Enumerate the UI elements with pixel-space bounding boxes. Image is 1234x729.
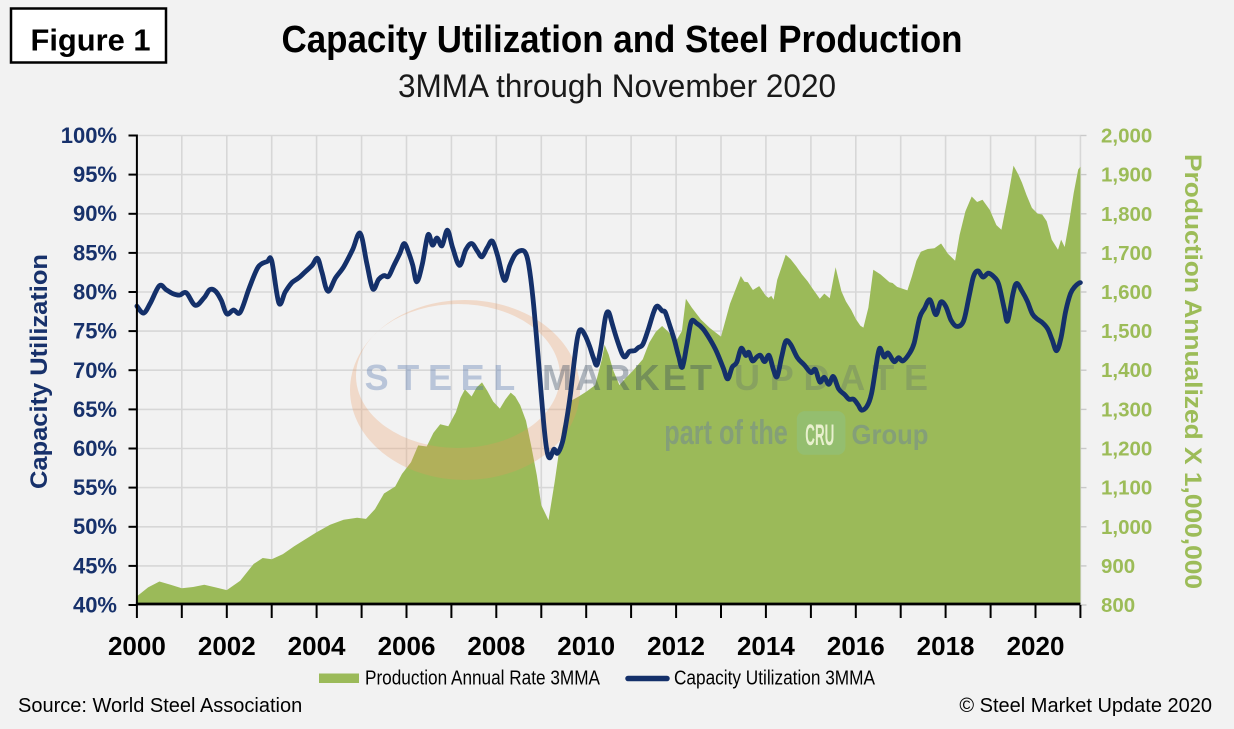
- svg-text:2014: 2014: [737, 631, 795, 661]
- svg-text:55%: 55%: [73, 475, 117, 500]
- svg-text:CRU: CRU: [805, 419, 834, 452]
- svg-text:2012: 2012: [647, 631, 705, 661]
- svg-text:2020: 2020: [1007, 631, 1065, 661]
- svg-text:100%: 100%: [61, 123, 117, 148]
- svg-text:2018: 2018: [917, 631, 975, 661]
- svg-text:900: 900: [1101, 555, 1135, 578]
- svg-text:1,700: 1,700: [1101, 242, 1152, 265]
- svg-text:STEEL: STEEL: [365, 357, 516, 398]
- svg-text:3MMA through November 2020: 3MMA through November 2020: [398, 68, 836, 104]
- svg-text:Group: Group: [852, 419, 929, 450]
- svg-text:50%: 50%: [73, 514, 117, 539]
- svg-text:90%: 90%: [73, 201, 117, 226]
- svg-text:Capacity Utilization and Steel: Capacity Utilization and Steel Productio…: [282, 19, 963, 61]
- svg-text:MARKET: MARKET: [542, 357, 712, 398]
- svg-text:2002: 2002: [198, 631, 256, 661]
- svg-text:2006: 2006: [378, 631, 436, 661]
- svg-text:85%: 85%: [73, 240, 117, 265]
- svg-text:Production Annual Rate 3MMA: Production Annual Rate 3MMA: [365, 668, 601, 690]
- svg-text:2016: 2016: [827, 631, 885, 661]
- svg-text:Figure 1: Figure 1: [31, 23, 151, 58]
- svg-text:80%: 80%: [73, 280, 117, 305]
- svg-text:65%: 65%: [73, 397, 117, 422]
- svg-text:2,000: 2,000: [1101, 125, 1152, 148]
- svg-text:Source: World Steel Associatio: Source: World Steel Association: [18, 695, 302, 717]
- svg-text:Capacity Utilization 3MMA: Capacity Utilization 3MMA: [674, 668, 876, 690]
- svg-text:45%: 45%: [73, 553, 117, 578]
- svg-text:95%: 95%: [73, 162, 117, 187]
- svg-text:800: 800: [1101, 594, 1135, 617]
- svg-text:2008: 2008: [467, 631, 525, 661]
- svg-text:1,300: 1,300: [1101, 398, 1152, 421]
- svg-text:1,600: 1,600: [1101, 281, 1152, 304]
- svg-text:1,200: 1,200: [1101, 438, 1152, 461]
- svg-text:70%: 70%: [73, 358, 117, 383]
- svg-text:1,800: 1,800: [1101, 203, 1152, 226]
- svg-text:75%: 75%: [73, 319, 117, 344]
- svg-text:2010: 2010: [557, 631, 615, 661]
- svg-text:60%: 60%: [73, 436, 117, 461]
- svg-text:2000: 2000: [108, 631, 166, 661]
- svg-text:1,500: 1,500: [1101, 320, 1152, 343]
- svg-text:1,100: 1,100: [1101, 477, 1152, 500]
- svg-text:Capacity Utilization: Capacity Utilization: [26, 254, 53, 489]
- svg-text:1,000: 1,000: [1101, 516, 1152, 539]
- svg-text:part of the: part of the: [664, 414, 788, 452]
- svg-text:40%: 40%: [73, 593, 117, 618]
- svg-text:2004: 2004: [288, 631, 346, 661]
- svg-text:1,900: 1,900: [1101, 164, 1152, 187]
- svg-text:1,400: 1,400: [1101, 359, 1152, 382]
- svg-text:© Steel Market Update 2020: © Steel Market Update 2020: [959, 695, 1212, 717]
- svg-text:Production Annualized X 1,000,: Production Annualized X 1,000,000: [1179, 154, 1206, 589]
